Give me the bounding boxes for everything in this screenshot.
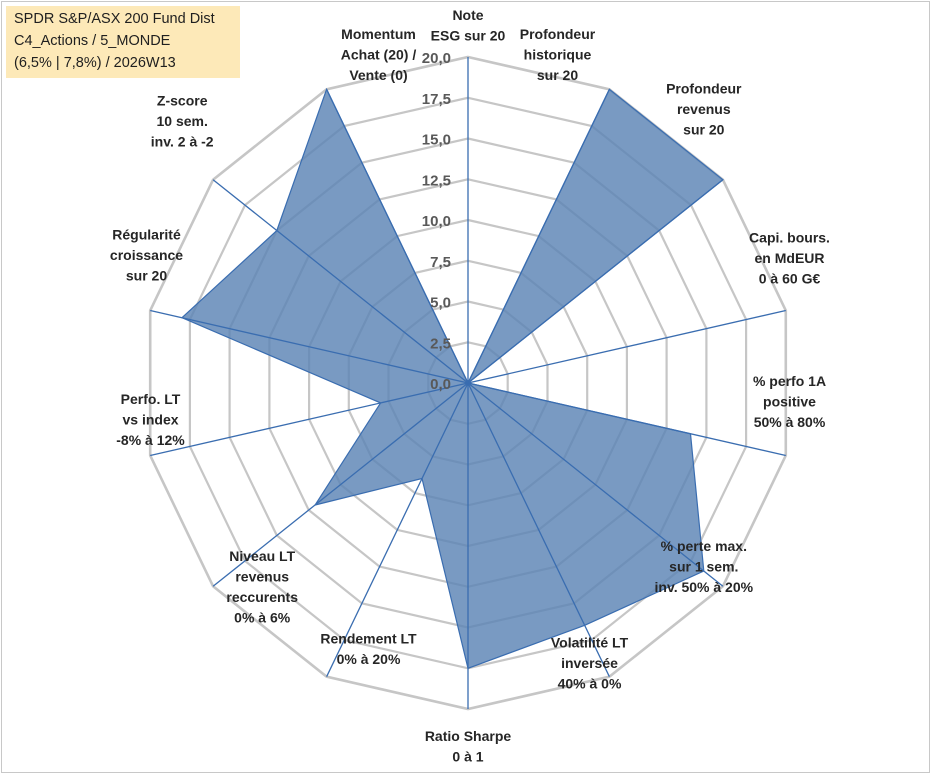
axis-label-12-line-1: 10 sem. xyxy=(157,113,208,129)
radar-tick-labels: 0,0 2,5 5,0 7,5 10,0 12,5 15,0 17,5 20,0 xyxy=(422,50,451,393)
axis-label-12: Z-score 10 sem. inv. 2 à -2 xyxy=(151,93,214,150)
axis-label-13: Momentum Achat (20) / Vente (0) xyxy=(341,26,417,83)
axis-label-3-line-2: 0 à 60 G€ xyxy=(759,271,821,287)
axis-label-2: Profondeur revenus sur 20 xyxy=(666,81,742,138)
chart-title-line-3: (6,5% | 7,8%) / 2026W13 xyxy=(14,55,176,71)
axis-label-11: Régularité croissance sur 20 xyxy=(110,227,183,284)
axis-label-5-line-0: % perte max. xyxy=(661,538,747,554)
spoke-9 xyxy=(212,382,469,587)
axis-label-8: Rendement LT 0% à 20% xyxy=(320,630,417,667)
axis-label-10-line-1: vs index xyxy=(122,411,178,427)
axis-label-0-line-0: Note xyxy=(452,7,483,23)
axis-label-2-line-0: Profondeur xyxy=(666,81,742,97)
spoke-13 xyxy=(326,89,469,384)
axis-label-9: Niveau LT revenus reccurents 0% à 6% xyxy=(226,548,298,626)
axis-label-8-line-0: Rendement LT xyxy=(320,630,417,646)
axis-label-4-line-2: 50% à 80% xyxy=(754,414,826,430)
spoke-12 xyxy=(212,179,469,384)
axis-label-12-line-2: inv. 2 à -2 xyxy=(151,134,214,150)
axis-label-13-line-2: Vente (0) xyxy=(349,67,407,83)
axis-label-6-line-1: inversée xyxy=(561,655,618,671)
axis-label-13-line-1: Achat (20) / xyxy=(341,47,417,63)
axis-label-9-line-2: reccurents xyxy=(226,589,298,605)
tick-label-7: 17,5 xyxy=(422,91,451,108)
axis-label-7-line-0: Ratio Sharpe xyxy=(425,728,512,744)
axis-label-9-line-0: Niveau LT xyxy=(229,548,295,564)
spoke-1 xyxy=(467,89,610,384)
axis-label-3-line-0: Capi. bours. xyxy=(749,230,830,246)
tick-label-2: 5,0 xyxy=(430,295,451,312)
spoke-4 xyxy=(467,382,786,457)
axis-label-10-line-0: Perfo. LT xyxy=(121,391,181,407)
axis-label-10: Perfo. LT vs index -8% à 12% xyxy=(116,391,185,448)
tick-label-4: 10,0 xyxy=(422,213,451,230)
axis-label-0-line-1: ESG sur 20 xyxy=(431,28,506,44)
spoke-2 xyxy=(467,179,724,384)
axis-label-9-line-3: 0% à 6% xyxy=(234,610,291,626)
axis-label-6-line-2: 40% à 0% xyxy=(558,675,622,691)
axis-label-9-line-1: revenus xyxy=(235,569,289,585)
axis-label-7-line-1: 0 à 1 xyxy=(452,749,483,765)
axis-label-11-line-1: croissance xyxy=(110,247,183,263)
tick-label-1: 2,5 xyxy=(430,335,451,352)
radar-axis-labels: Note ESG sur 20 Profondeur historique sur 20… xyxy=(110,7,830,765)
axis-label-11-line-0: Régularité xyxy=(112,227,181,243)
chart-title-line-1: SPDR S&P/ASX 200 Fund Dist xyxy=(14,11,215,27)
axis-label-10-line-2: -8% à 12% xyxy=(116,432,185,448)
tick-label-6: 15,0 xyxy=(422,132,451,149)
axis-label-4: % perfo 1A positive 50% à 80% xyxy=(753,373,826,430)
axis-label-11-line-2: sur 20 xyxy=(126,268,167,284)
spoke-6 xyxy=(467,382,610,677)
axis-label-1-line-2: sur 20 xyxy=(537,67,578,83)
axis-label-2-line-2: sur 20 xyxy=(683,122,724,138)
axis-label-3: Capi. bours. en MdEUR 0 à 60 G€ xyxy=(749,230,830,287)
axis-label-8-line-1: 0% à 20% xyxy=(337,651,401,667)
spoke-3 xyxy=(467,309,786,384)
tick-label-0: 0,0 xyxy=(430,376,451,393)
chart-title-line-2: C4_Actions / 5_MONDE xyxy=(14,33,171,49)
tick-label-8: 20,0 xyxy=(422,50,451,67)
axis-label-7: Ratio Sharpe 0 à 1 xyxy=(425,728,512,765)
tick-label-5: 12,5 xyxy=(422,172,451,189)
axis-label-3-line-1: en MdEUR xyxy=(755,250,825,266)
axis-label-0: Note ESG sur 20 xyxy=(431,7,506,44)
axis-label-6-line-0: Volatilité LT xyxy=(551,634,629,650)
spoke-10 xyxy=(150,382,469,457)
axis-label-4-line-0: % perfo 1A xyxy=(753,373,826,389)
spoke-5 xyxy=(467,382,724,587)
axis-label-5-line-2: inv. 50% à 20% xyxy=(655,579,754,595)
axis-label-5: % perte max. sur 1 sem. inv. 50% à 20% xyxy=(655,538,754,595)
axis-label-1-line-1: historique xyxy=(524,47,592,63)
spoke-8 xyxy=(326,382,469,677)
axis-label-1: Profondeur historique sur 20 xyxy=(520,26,596,83)
axis-label-1-line-0: Profondeur xyxy=(520,26,596,42)
axis-label-6: Volatilité LT inversée 40% à 0% xyxy=(551,634,629,691)
axis-label-12-line-0: Z-score xyxy=(157,93,208,109)
chart-title-box: SPDR S&P/ASX 200 Fund Dist C4_Actions / … xyxy=(6,6,240,78)
radar-spokes xyxy=(150,57,786,709)
spoke-11 xyxy=(150,309,469,384)
axis-label-2-line-1: revenus xyxy=(677,101,731,117)
tick-label-3: 7,5 xyxy=(430,254,451,271)
axis-label-13-line-0: Momentum xyxy=(341,26,416,42)
axis-label-4-line-1: positive xyxy=(763,393,816,409)
axis-label-5-line-1: sur 1 sem. xyxy=(669,559,738,575)
